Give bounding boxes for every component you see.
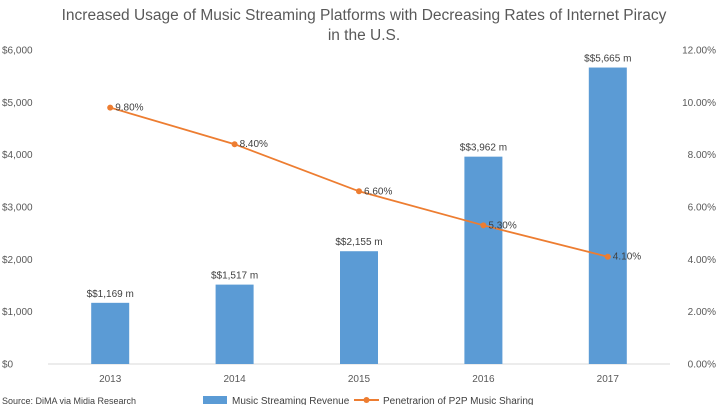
right-tick-label: 6.00% (688, 203, 716, 214)
bar-data-label: $$3,962 m (460, 143, 507, 154)
legend-bar-swatch (203, 396, 227, 404)
bar-data-label: $$5,665 m (584, 54, 631, 65)
bar (215, 284, 254, 364)
legend-line-label: Penetrarion of P2P Music Sharing (383, 396, 533, 405)
left-tick-label: $0 (2, 360, 14, 371)
right-tick-label: 8.00% (688, 150, 716, 161)
line-data-label: 8.40% (240, 139, 268, 150)
line-series: 9.80% 8.40% 6.60% 5.30% 4.10% (107, 103, 641, 263)
bar (340, 251, 378, 364)
x-tick-label: 2016 (472, 374, 495, 385)
bar (588, 67, 627, 364)
chart-title-line-2: in the U.S. (328, 27, 400, 44)
left-tick-label: $4,000 (2, 150, 33, 161)
left-tick-label: $6,000 (2, 46, 33, 57)
x-tick-label: 2013 (99, 374, 122, 385)
bar-data-label: $$1,169 m (87, 289, 134, 300)
line-point (604, 253, 611, 260)
right-tick-label: 2.00% (688, 307, 716, 318)
x-tick-label: 2017 (597, 374, 620, 385)
right-tick-label: 0.00% (688, 360, 716, 371)
x-tick-label: 2014 (223, 374, 246, 385)
legend: Music Streaming Revenue Penetrarion of P… (203, 396, 533, 405)
left-axis: $0 $1,000 $2,000 $3,000 $4,000 $5,000 $6,000 (2, 46, 33, 371)
line-path (109, 106, 609, 258)
left-tick-label: $1,000 (2, 307, 33, 318)
right-axis: 0.00% 2.00% 4.00% 6.00% 8.00% 10.00% 12.00% (682, 46, 716, 371)
right-tick-label: 10.00% (682, 98, 716, 109)
right-tick-label: 12.00% (682, 46, 716, 57)
right-tick-label: 4.00% (688, 255, 716, 266)
bar (464, 156, 503, 364)
line-point (107, 104, 114, 111)
line-data-label: 5.30% (488, 220, 516, 231)
line-data-label: 4.10% (613, 252, 641, 263)
bar-data-label: $$1,517 m (211, 271, 258, 282)
left-tick-label: $5,000 (2, 98, 33, 109)
bar-data-labels: $$1,169 m $$1,517 m $$2,155 m $$3,962 m $$5,… (87, 54, 632, 300)
line-point (356, 188, 362, 195)
left-tick-label: $2,000 (2, 255, 33, 266)
legend-bar-label: Music Streaming Revenue (232, 396, 350, 405)
line-point (480, 222, 487, 229)
left-tick-label: $3,000 (2, 203, 33, 214)
x-tick-label: 2015 (348, 374, 371, 385)
bar-data-label: $$2,155 m (335, 237, 382, 248)
bar (91, 302, 130, 364)
line-data-label: 9.80% (115, 103, 143, 114)
source-note: Source: DiMA via Midia Research (2, 396, 136, 405)
line-point (231, 141, 238, 148)
line-data-label: 6.60% (364, 186, 392, 197)
legend-line-marker (363, 397, 370, 403)
bar-series (91, 67, 627, 364)
x-axis: 2013 2014 2015 2016 2017 (99, 374, 619, 385)
chart-title-line-1: Increased Usage of Music Streaming Platf… (62, 7, 667, 24)
